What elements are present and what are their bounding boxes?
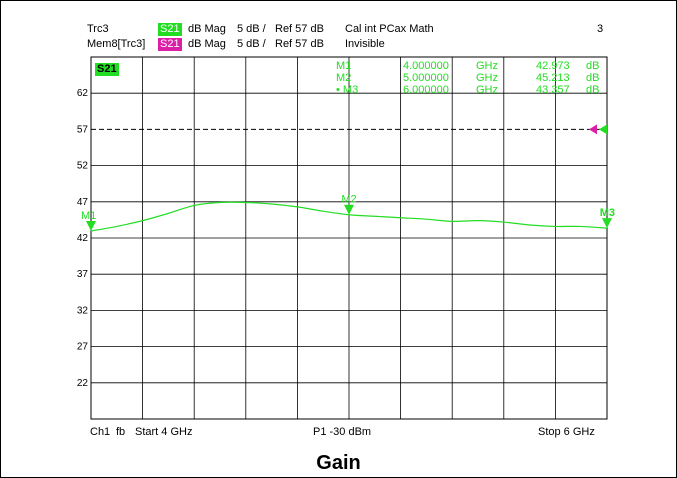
memory-scale: 5 dB / xyxy=(237,38,266,50)
marker-m2-value: 45.213 xyxy=(536,72,570,84)
marker-m1-unit: GHz xyxy=(476,60,498,72)
marker-plot-label-m1: M1 xyxy=(81,210,96,222)
sweep-mode: fb xyxy=(116,426,126,438)
memory-param-badge: S21 xyxy=(158,38,182,51)
source-power: P1 -30 dBm xyxy=(313,426,372,438)
marker-m2-label: M2 xyxy=(336,72,352,84)
grid xyxy=(91,57,607,419)
y-tick-labels: 62 57 52 47 42 37 32 27 22 xyxy=(77,88,89,389)
y-tick-label: 42 xyxy=(77,233,89,244)
marker-row-m3-name: • M3 xyxy=(336,84,358,97)
trace-ref: Ref 57 dB xyxy=(275,23,324,35)
marker-row-m1-name: M1 xyxy=(336,60,351,73)
memory-trace-name: Mem8[Trc3] xyxy=(87,38,146,50)
memory-info: Invisible xyxy=(345,38,385,50)
y-tick-label: 52 xyxy=(77,161,89,172)
channel-label: Ch1 xyxy=(90,426,111,438)
memory-reference-arrow-icon xyxy=(589,124,597,135)
y-tick-label: 62 xyxy=(77,88,89,99)
trace-format: dB Mag xyxy=(188,23,226,35)
marker-m3-value: 43.357 xyxy=(536,84,570,96)
marker-triangle-icon-m3 xyxy=(602,218,612,229)
marker-m1-value: 42.973 xyxy=(536,60,570,72)
trace-name: Trc3 xyxy=(87,23,109,35)
memory-format: dB Mag xyxy=(188,38,226,50)
marker-m3-unit: GHz xyxy=(476,84,498,96)
marker-row-m2-name: M2 xyxy=(336,72,351,85)
plot-trace-badge: S21 xyxy=(95,63,119,76)
marker-m1-freq: 4.000000 xyxy=(403,60,449,72)
marker-m2-freq: 5.000000 xyxy=(403,72,449,84)
stop-frequency: Stop 6 GHz xyxy=(538,426,595,438)
y-tick-label: 37 xyxy=(77,269,89,280)
marker-m2-vunit: dB xyxy=(586,72,600,84)
trace-markers: M1 M2 M3 xyxy=(81,194,615,231)
y-tick-label: 22 xyxy=(77,378,89,389)
marker-m2-unit: GHz xyxy=(476,72,498,84)
y-tick-label: 32 xyxy=(77,305,89,316)
marker-triangle-icon-m1 xyxy=(86,220,96,231)
marker-m3-label: M3 xyxy=(342,84,359,96)
marker-plot-label-m3: M3 xyxy=(600,207,615,219)
trace-info: Cal int PCax Math xyxy=(345,23,434,35)
marker-m3-vunit: dB xyxy=(586,84,600,96)
y-tick-label: 57 xyxy=(77,124,89,135)
memory-ref: Ref 57 dB xyxy=(275,38,324,50)
marker-triangle-icon-m2 xyxy=(344,204,354,215)
marker-m1-label: M1 xyxy=(336,60,352,72)
trace-number: 3 xyxy=(597,23,604,35)
trace-line-s21 xyxy=(90,201,608,232)
trace-param-badge: S21 xyxy=(158,23,182,36)
y-tick-label: 27 xyxy=(77,342,89,353)
marker-m3-freq: 6.000000 xyxy=(403,84,449,96)
trace-scale: 5 dB / xyxy=(237,23,266,35)
trace-reference-arrow-icon xyxy=(599,124,607,135)
y-tick-label: 47 xyxy=(77,197,89,208)
chart-caption: Gain xyxy=(316,452,361,474)
active-marker-bullet-icon: • xyxy=(336,84,343,96)
start-frequency: Start 4 GHz xyxy=(135,426,193,438)
marker-m1-vunit: dB xyxy=(586,60,600,72)
marker-plot-label-m2: M2 xyxy=(341,194,356,206)
